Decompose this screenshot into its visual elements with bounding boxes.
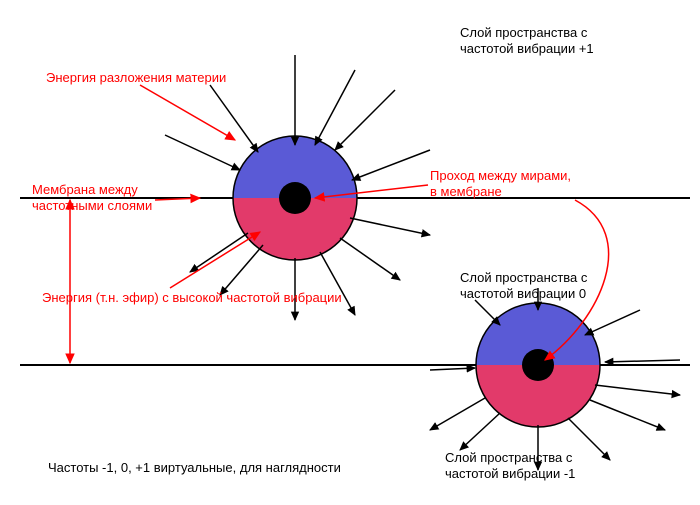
label-ether: Энергия (т.н. эфир) с высокой частотой в… <box>42 290 342 306</box>
label-layer-minus1: Слой пространства с частотой вибрации -1 <box>445 450 575 483</box>
label-layer-plus1: Слой пространства с частотой вибрации +1 <box>460 25 594 58</box>
label-membrane: Мембрана между частотными слоями <box>32 182 152 215</box>
label-energy-decomp: Энергия разложения материи <box>46 70 226 86</box>
label-passage: Проход между мирами, в мембране <box>430 168 571 201</box>
label-note: Частоты -1, 0, +1 виртуальные, для нагля… <box>48 460 341 476</box>
label-layer-0: Слой пространства с частотой вибрации 0 <box>460 270 587 303</box>
energy-rays <box>165 55 680 470</box>
